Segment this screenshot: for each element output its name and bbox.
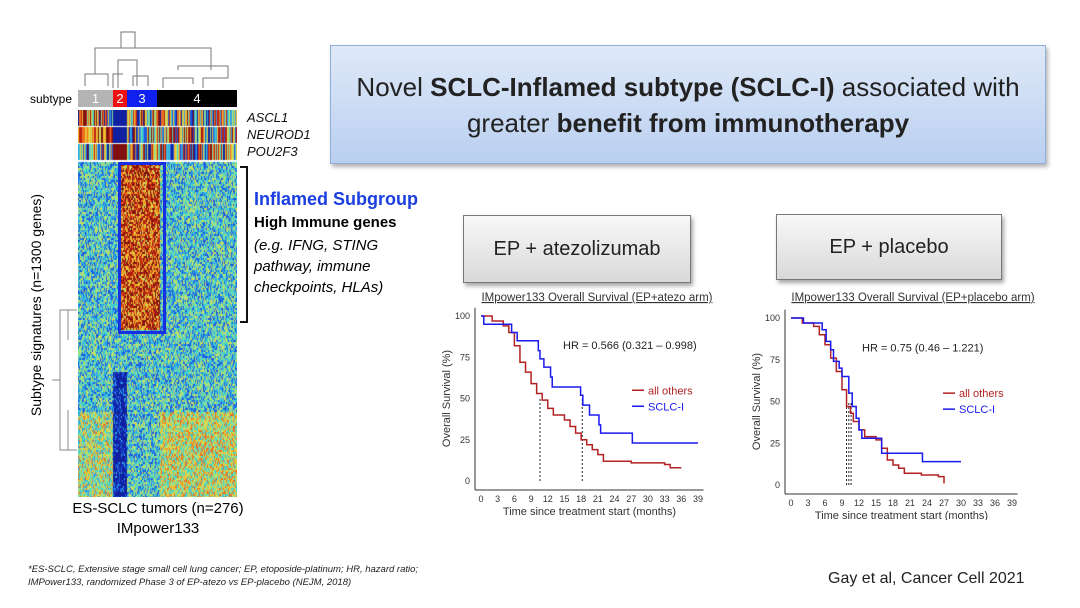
example-line: (e.g. IFNG, STING [254, 237, 379, 254]
x-tick-label: 6 [512, 494, 517, 504]
km-plot-placebo: IMpower133 Overall Survival (EP+placebo … [751, 292, 1035, 520]
y-tick-label: 75 [770, 355, 780, 365]
km-plot-atezo: IMpower133 Overall Survival (EP+atezo ar… [441, 292, 713, 518]
x-tick-label: 6 [822, 498, 827, 508]
gene-label-pou2f3: POU2F3 [247, 144, 298, 159]
expression-heatmap [78, 110, 237, 497]
inflamed-heading: Inflamed Subgroup [254, 189, 418, 209]
heatmap-x-label: ES-SCLC tumors (n=276) [72, 500, 244, 517]
subtype-bar: 1 2 3 4 [78, 90, 237, 107]
x-tick-label: 39 [693, 494, 703, 504]
x-tick-label: 18 [576, 494, 586, 504]
example-line: pathway, immune [254, 258, 371, 275]
x-tick-label: 3 [495, 494, 500, 504]
subtype-2: 2 [113, 90, 127, 107]
footnote: *ES-SCLC, Extensive stage small cell lun… [28, 564, 419, 588]
x-tick-label: 15 [871, 498, 881, 508]
x-tick-label: 27 [939, 498, 949, 508]
x-tick-label: 30 [956, 498, 966, 508]
legend-label: SCLC-I [959, 404, 995, 416]
x-tick-label: 0 [478, 494, 483, 504]
title-box: Novel SCLC-Inflamed subtype (SCLC-I) ass… [330, 45, 1046, 164]
heatmap-x-sublabel: IMpower133 [116, 520, 200, 537]
immune-genes-heading: High Immune genes [254, 214, 397, 231]
legend-label: all others [959, 388, 1004, 400]
y-tick-label: 25 [460, 435, 470, 445]
x-tick-label: 18 [888, 498, 898, 508]
example-line: checkpoints, HLAs) [254, 279, 384, 296]
x-tick-label: 24 [610, 494, 620, 504]
x-tick-label: 3 [805, 498, 810, 508]
x-tick-label: 33 [660, 494, 670, 504]
title-line-1: Novel SCLC-Inflamed subtype (SCLC-I) ass… [356, 71, 1020, 102]
title-line-2: greater benefit from immunotherapy [466, 107, 910, 138]
km-curve-all-others [481, 315, 682, 469]
x-tick-label: 36 [676, 494, 686, 504]
x-tick-label: 12 [543, 494, 553, 504]
x-tick-label: 0 [788, 498, 793, 508]
legend-label: SCLC-I [648, 401, 684, 413]
x-tick-label: 30 [643, 494, 653, 504]
row-dendrogram [52, 309, 77, 451]
x-tick-label: 27 [626, 494, 636, 504]
arm-label-placebo: EP + placebo [776, 214, 1002, 280]
bracket [240, 166, 248, 323]
x-tick-label: 15 [559, 494, 569, 504]
x-tick-label: 36 [990, 498, 1000, 508]
y-tick-label: 25 [770, 438, 780, 448]
gene-label-neurod1: NEUROD1 [247, 127, 311, 142]
y-axis-label: Overall Survival (%) [751, 353, 763, 450]
subtype-3: 3 [127, 90, 157, 107]
arm-label-atezolizumab: EP + atezolizumab [463, 215, 691, 283]
x-tick-label: 33 [973, 498, 983, 508]
plot-title: IMpower133 Overall Survival (EP+placebo … [791, 292, 1034, 304]
gene-label-ascl1: ASCL1 [247, 110, 289, 125]
column-dendrogram [84, 31, 229, 88]
y-axis-label: Overall Survival (%) [441, 350, 453, 447]
y-tick-label: 100 [455, 311, 470, 321]
x-tick-label: 24 [922, 498, 932, 508]
y-tick-label: 100 [765, 313, 780, 323]
plot-title: IMpower133 Overall Survival (EP+atezo ar… [481, 292, 712, 304]
heatmap-y-label: Subtype signatures (n=1300 genes) [28, 193, 44, 417]
y-tick-label: 75 [460, 352, 470, 362]
x-tick-label: 9 [839, 498, 844, 508]
km-curve-sclc-i [481, 315, 698, 444]
y-tick-label: 50 [770, 397, 780, 407]
x-tick-label: 9 [529, 494, 534, 504]
y-tick-label: 50 [460, 394, 470, 404]
km-curve-sclc-i [791, 317, 961, 463]
y-tick-label: 0 [775, 480, 780, 490]
x-tick-label: 12 [854, 498, 864, 508]
x-tick-label: 21 [593, 494, 603, 504]
x-axis-label: Time since treatment start (months) [503, 506, 676, 518]
subtype-4: 4 [157, 90, 237, 107]
y-tick-label: 0 [465, 476, 470, 486]
subtype-label: subtype [30, 92, 73, 106]
x-tick-label: 39 [1007, 498, 1017, 508]
hazard-ratio: HR = 0.75 (0.46 – 1.221) [862, 342, 983, 354]
immune-genes-examples: (e.g. IFNG, STING pathway, immune checkpoi… [254, 235, 383, 298]
hazard-ratio: HR = 0.566 (0.321 – 0.998) [563, 340, 697, 352]
legend-label: all others [648, 385, 693, 397]
citation: Gay et al, Cancer Cell 2021 [828, 570, 1025, 587]
x-tick-label: 21 [905, 498, 915, 508]
x-axis-label: Time since treatment start (months) [815, 510, 988, 520]
inflamed-highlight-box [118, 162, 166, 334]
subtype-1: 1 [78, 90, 113, 107]
